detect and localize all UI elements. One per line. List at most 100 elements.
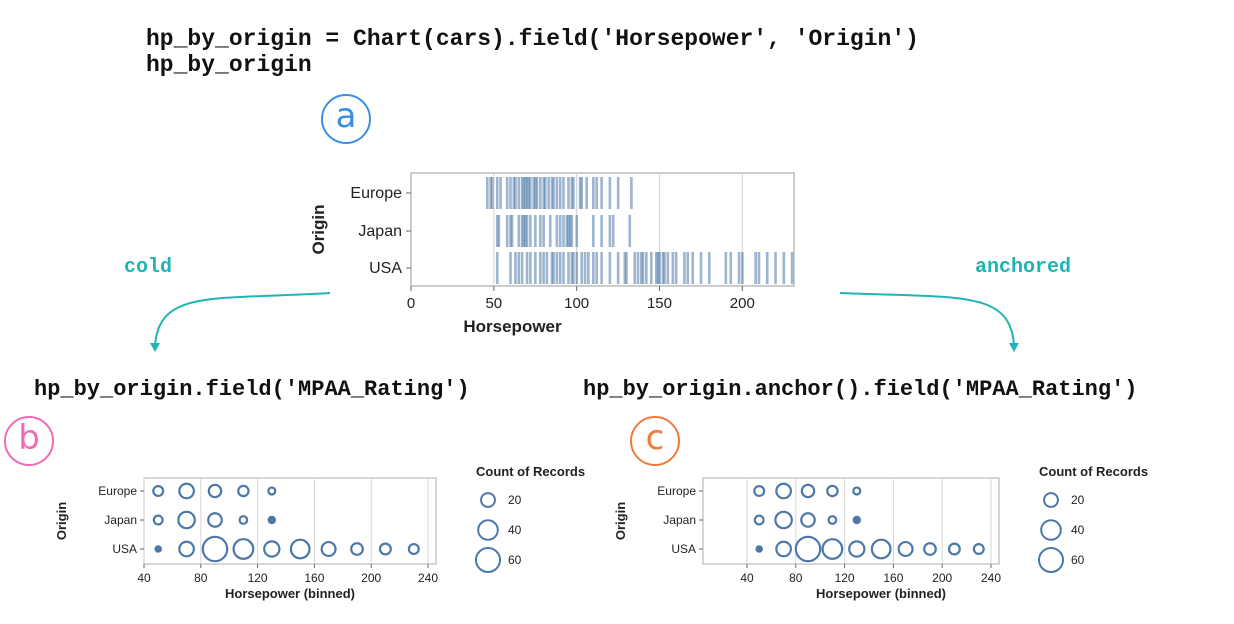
strip-mark bbox=[699, 252, 703, 284]
strip-mark bbox=[567, 177, 570, 209]
bubble-mark bbox=[753, 484, 766, 498]
bubble-mark bbox=[794, 535, 822, 563]
strip-mark bbox=[671, 252, 675, 284]
legend-label: 20 bbox=[508, 493, 522, 507]
legend-symbol bbox=[1040, 519, 1062, 541]
strip-mark bbox=[608, 215, 612, 247]
y-tick-label: USA bbox=[671, 542, 696, 556]
strip-mark bbox=[510, 215, 514, 247]
bubble-mark bbox=[350, 542, 364, 556]
strip-mark bbox=[568, 215, 572, 247]
strip-mark bbox=[595, 177, 598, 209]
strip-mark bbox=[741, 252, 744, 284]
bubble-mark bbox=[152, 514, 164, 526]
bubble-mark bbox=[753, 514, 765, 526]
strip-mark bbox=[562, 215, 565, 247]
label-b: b bbox=[4, 416, 54, 466]
bubble-mark bbox=[152, 484, 165, 498]
bubble-mark bbox=[237, 484, 250, 498]
y-tick-label: USA bbox=[112, 542, 137, 556]
bubble-mark bbox=[775, 482, 792, 500]
bubble-mark bbox=[897, 540, 914, 558]
strip-mark bbox=[572, 252, 575, 284]
strip-mark bbox=[686, 252, 690, 284]
strip-mark bbox=[628, 215, 632, 247]
strip-mark bbox=[691, 252, 695, 284]
bubble-mark bbox=[800, 483, 816, 499]
legend-title: Count of Records bbox=[1039, 464, 1148, 479]
strip-mark bbox=[489, 177, 492, 209]
y-tick-label: Japan bbox=[358, 223, 402, 240]
strip-mark bbox=[525, 177, 529, 209]
strip-mark bbox=[757, 252, 761, 284]
strip-mark bbox=[575, 252, 579, 284]
anchored-arrowhead bbox=[1009, 343, 1019, 352]
strip-mark bbox=[663, 252, 666, 284]
x-tick-label: 200 bbox=[361, 571, 381, 585]
x-tick-label: 200 bbox=[730, 295, 755, 312]
strip-mark bbox=[674, 252, 678, 284]
strip-mark bbox=[583, 252, 587, 284]
strip-mark bbox=[490, 177, 494, 209]
bubble-mark bbox=[774, 510, 793, 530]
strip-mark bbox=[600, 252, 603, 284]
legend-symbol bbox=[474, 546, 502, 574]
strip-mark bbox=[542, 215, 545, 247]
legend-label: 60 bbox=[508, 553, 522, 567]
strip-mark bbox=[539, 252, 542, 284]
strip-mark bbox=[545, 252, 549, 284]
x-tick-label: 0 bbox=[407, 295, 415, 312]
strip-mark bbox=[595, 252, 598, 284]
strip-mark bbox=[548, 215, 552, 247]
strip-mark bbox=[505, 177, 509, 209]
x-tick-label: 120 bbox=[248, 571, 268, 585]
strip-mark bbox=[592, 177, 595, 209]
strip-mark bbox=[737, 252, 741, 284]
x-axis-title: Horsepower (binned) bbox=[225, 586, 355, 601]
bubble-mark bbox=[267, 486, 277, 496]
strip-mark bbox=[552, 177, 555, 209]
strip-mark bbox=[534, 215, 537, 247]
strip-mark bbox=[517, 177, 521, 209]
strip-mark bbox=[608, 177, 612, 209]
x-tick-label: 50 bbox=[485, 295, 502, 312]
strip-mark bbox=[587, 252, 590, 284]
legend-symbol bbox=[477, 519, 499, 541]
strip-mark bbox=[666, 252, 670, 284]
cold-code: hp_by_origin.field('MPAA_Rating') bbox=[34, 377, 470, 402]
legend-title: Count of Records bbox=[476, 464, 585, 479]
strip-mark bbox=[532, 177, 535, 209]
strip-mark bbox=[539, 177, 542, 209]
strip-mark bbox=[707, 252, 711, 284]
strip-mark bbox=[497, 215, 501, 247]
strip-mark bbox=[567, 215, 570, 247]
code-line-2: hp_by_origin bbox=[146, 52, 312, 78]
x-tick-label: 240 bbox=[981, 571, 1001, 585]
strip-mark bbox=[636, 252, 640, 284]
strip-mark bbox=[649, 252, 653, 284]
strip-mark bbox=[509, 177, 512, 209]
strip-mark bbox=[578, 177, 582, 209]
bubble-mark bbox=[972, 542, 985, 556]
bubble-mark bbox=[826, 484, 839, 498]
strip-mark bbox=[522, 177, 526, 209]
bubble-mark bbox=[848, 540, 866, 558]
chart-a: 0 50 100 150 200 Europe Japan USA Horsepower Orig… bbox=[309, 172, 795, 336]
strip-mark bbox=[520, 177, 524, 209]
strip-mark bbox=[765, 252, 769, 284]
strip-mark bbox=[656, 252, 660, 284]
strip-mark bbox=[562, 177, 565, 209]
strip-mark bbox=[558, 252, 562, 284]
strip-mark bbox=[558, 177, 562, 209]
x-axis-title: Horsepower (binned) bbox=[816, 586, 946, 601]
legend-label: 60 bbox=[1071, 553, 1085, 567]
x-tick-label: 240 bbox=[418, 571, 438, 585]
bubble-mark bbox=[852, 486, 862, 496]
strip-mark bbox=[592, 252, 595, 284]
strip-mark bbox=[517, 215, 521, 247]
anchored-arrow bbox=[839, 292, 1015, 346]
chart-c: 40 80 120 160 200 240 Europe Japan USA Horsepower… bbox=[613, 464, 1148, 601]
bubble-mark bbox=[178, 482, 195, 500]
strip-mark bbox=[555, 177, 559, 209]
